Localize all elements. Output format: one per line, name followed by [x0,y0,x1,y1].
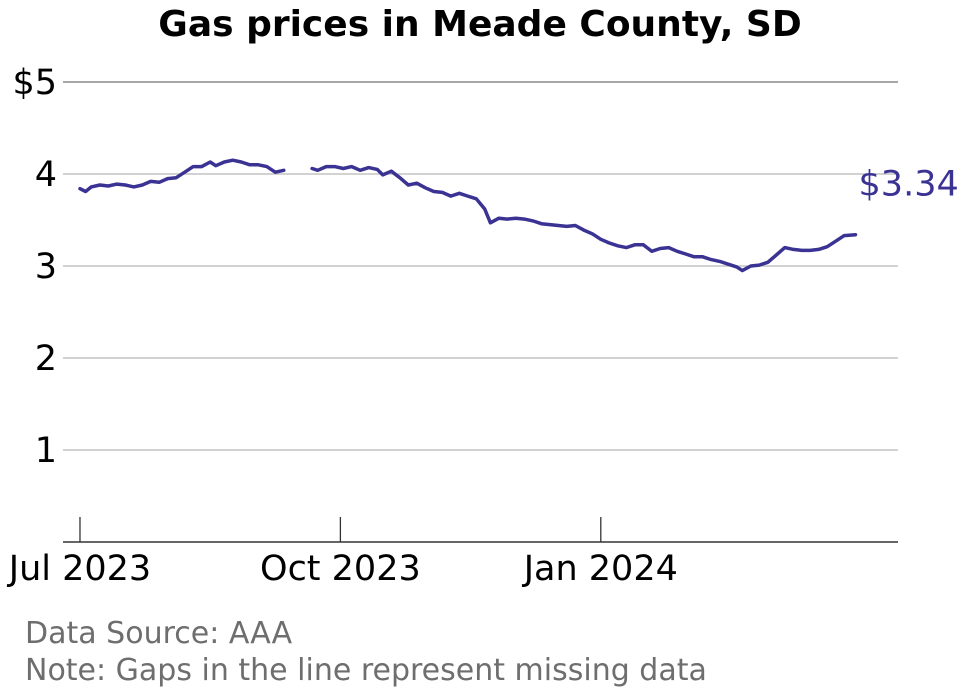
x-tick-label: Jan 2024 [522,549,678,589]
y-tick-label: 3 [35,247,57,287]
missing-data-note: Note: Gaps in the line represent missing… [25,653,707,688]
series-gas-price [78,158,858,273]
data-source-note: Data Source: AAA [25,616,293,651]
y-tick-label: 4 [35,155,57,195]
line-chart: $5 4 3 2 1 Jul 2023 Oct 2023 Jan 2024 $3.34 [7,63,959,589]
price-line-segment [78,158,286,194]
y-tick-label: $5 [12,63,57,103]
y-tick-label: 2 [35,339,57,379]
price-line-segment [310,164,858,273]
x-tick-label: Jul 2023 [7,549,151,589]
y-axis-tick-labels: $5 4 3 2 1 [12,63,57,471]
y-tick-label: 1 [35,431,57,471]
chart-title: Gas prices in Meade County, SD [158,4,802,45]
x-tick-label: Oct 2023 [260,549,421,589]
end-value-label: $3.34 [859,165,959,205]
gridlines [63,81,898,451]
x-axis-ticks: Jul 2023 Oct 2023 Jan 2024 [7,517,678,589]
